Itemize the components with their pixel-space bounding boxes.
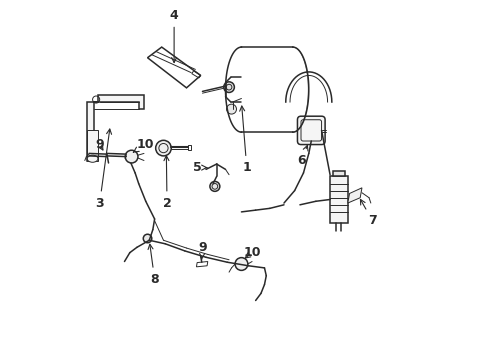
Ellipse shape <box>87 155 98 162</box>
Text: 10: 10 <box>244 246 261 259</box>
Circle shape <box>235 258 248 270</box>
Text: 2: 2 <box>163 156 172 210</box>
Polygon shape <box>330 176 348 222</box>
Text: 8: 8 <box>148 244 159 286</box>
Text: 9: 9 <box>198 241 207 260</box>
Polygon shape <box>87 95 144 161</box>
Text: 5: 5 <box>193 161 207 174</box>
Text: 10: 10 <box>133 138 154 152</box>
Text: 4: 4 <box>170 9 178 63</box>
Polygon shape <box>87 130 98 161</box>
Polygon shape <box>348 188 362 203</box>
Circle shape <box>143 234 152 243</box>
Circle shape <box>210 181 220 192</box>
Circle shape <box>156 140 171 156</box>
Circle shape <box>226 104 237 114</box>
Text: 3: 3 <box>96 129 112 210</box>
Circle shape <box>224 82 234 93</box>
Text: 9: 9 <box>96 138 104 151</box>
Polygon shape <box>333 171 345 176</box>
FancyBboxPatch shape <box>297 116 325 145</box>
Text: 1: 1 <box>240 106 251 174</box>
Text: 6: 6 <box>297 145 308 167</box>
Text: 7: 7 <box>361 199 377 227</box>
Circle shape <box>125 150 138 163</box>
